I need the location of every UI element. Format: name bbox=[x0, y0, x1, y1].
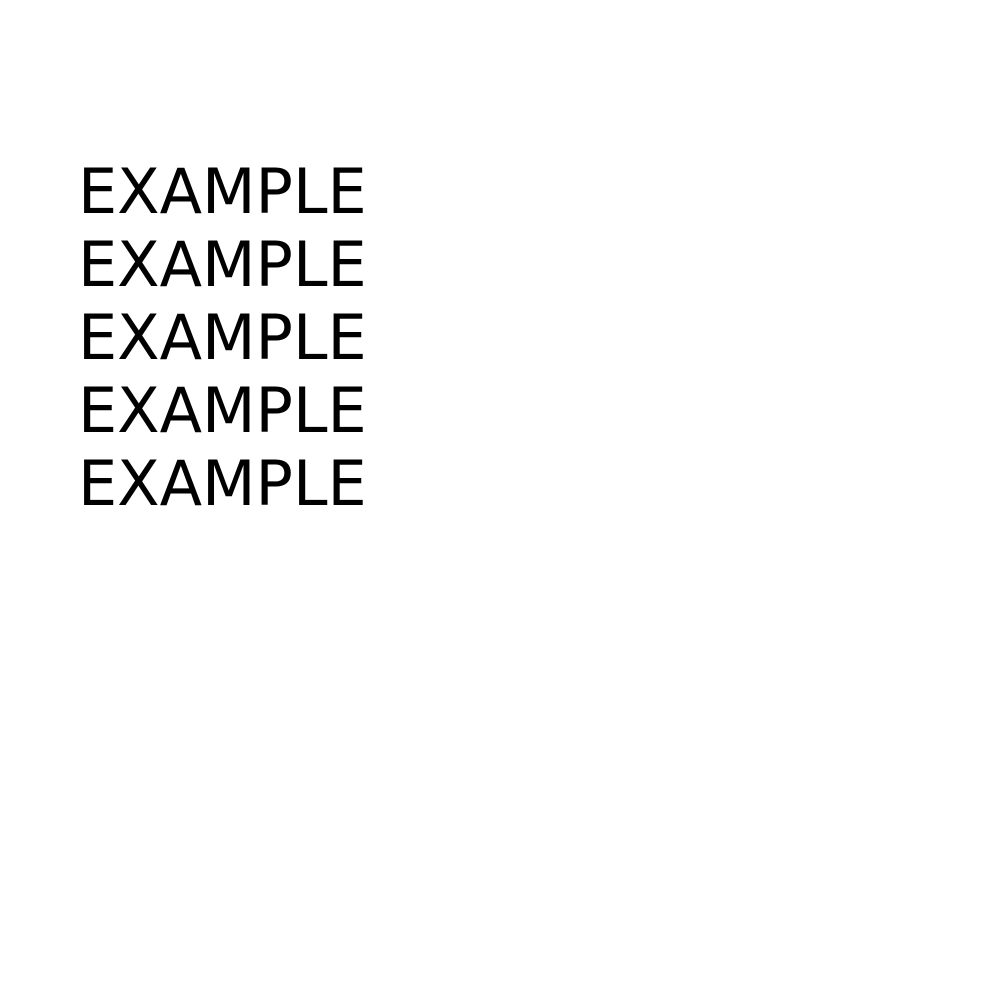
text-line-2: EXAMPLE bbox=[78, 228, 367, 301]
text-line-1: EXAMPLE bbox=[78, 155, 367, 228]
text-line-3: EXAMPLE bbox=[78, 301, 367, 374]
text-line-4: EXAMPLE bbox=[78, 374, 367, 447]
text-line-5: EXAMPLE bbox=[78, 447, 367, 520]
text-block: EXAMPLE EXAMPLE EXAMPLE EXAMPLE EXAMPLE bbox=[78, 155, 367, 520]
